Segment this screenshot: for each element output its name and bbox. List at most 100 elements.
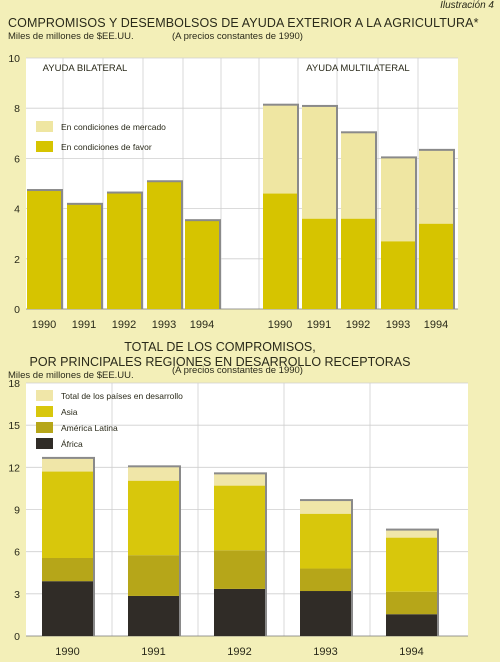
chart1-bar-favor-1-1994	[419, 223, 453, 309]
chart1-bar-shadow-side	[375, 131, 377, 309]
chart2-bar-america-latina-1992	[214, 550, 265, 589]
chart2-ytick-3: 3	[14, 589, 20, 601]
chart1-group-label-0: AYUDA BILATERAL	[43, 63, 128, 74]
chart2-bar-africa-1994	[386, 614, 437, 636]
chart1-bar-shadow	[341, 131, 375, 134]
chart1-xtick-0-1993: 1993	[152, 319, 176, 331]
chart1-bar-shadow	[419, 148, 453, 152]
chart1-bar-favor-1-1990	[263, 193, 297, 309]
chart2-bar-america-latina-1993	[300, 568, 351, 592]
chart2-bar-shadow	[386, 528, 437, 532]
chart2-bar-shadow-side	[351, 499, 353, 636]
chart2-legend-label-3: África	[61, 439, 83, 449]
chart1-ytick-4: 4	[14, 204, 20, 216]
chart2-bar-shadow	[128, 465, 179, 468]
chart2-ylabel: Miles de millones de $EE.UU.	[8, 370, 134, 381]
chart1-xtick-1-1993: 1993	[386, 319, 410, 331]
chart2-ytick-12: 12	[8, 462, 20, 474]
chart2-legend-label-1: Asia	[61, 407, 78, 417]
chart2-legend-swatch-0	[36, 390, 53, 401]
chart1-legend-label-0: En condiciones de mercado	[61, 122, 166, 132]
chart2-bar-america-latina-1991	[128, 555, 179, 596]
chart1-bar-shadow	[185, 219, 219, 222]
chart2-svg: 0 3 6 9 12 15 18 1990 1991 1992 1993 1994 Total de l…	[8, 378, 468, 658]
chart1-ytick-10: 10	[8, 53, 20, 65]
chart2-legend-swatch-1	[36, 406, 53, 417]
chart2-bar-shadow	[214, 472, 265, 475]
chart1-bar-favor-1-1993	[381, 241, 415, 309]
chart1-bar-shadow-side	[219, 219, 221, 309]
chart1-ytick-6: 6	[14, 153, 20, 165]
chart1-ylabel: Miles de millones de $EE.UU.	[8, 31, 134, 42]
chart1-legend-swatch-1	[36, 141, 53, 152]
chart1-bar-shadow	[263, 103, 297, 107]
chart1-bar-favor-0-1991	[67, 204, 101, 309]
chart1-bar-mercado-1-1993	[381, 158, 415, 242]
chart2-bar-america-latina-1994	[386, 591, 437, 615]
chart2-bar-total-1990	[42, 458, 93, 472]
chart2-bar-asia-1991	[128, 480, 179, 556]
chart1-bar-shadow-side	[141, 191, 143, 309]
chart2-ytick-6: 6	[14, 547, 20, 559]
chart2-bar-total-1991	[128, 467, 179, 481]
chart2-bar-america-latina-1990	[42, 557, 93, 582]
chart2-bar-shadow	[42, 456, 93, 460]
chart1-bar-shadow	[147, 180, 181, 183]
chart2-bar-africa-1991	[128, 595, 179, 636]
chart2-bar-africa-1992	[214, 588, 265, 636]
chart1-bar-shadow	[107, 191, 141, 195]
chart2-ytick-9: 9	[14, 505, 20, 517]
chart2-bar-shadow-side	[179, 465, 181, 636]
chart1-xtick-0-1991: 1991	[72, 319, 96, 331]
chart1-bar-mercado-1-1991	[302, 106, 336, 219]
chart1-bar-shadow	[67, 202, 101, 206]
chart1-bar-favor-1-1991	[302, 218, 336, 309]
chart1-bar-shadow-side	[415, 156, 417, 309]
chart2-bar-total-1994	[386, 530, 437, 538]
chart1-bar-shadow-side	[453, 148, 455, 309]
chart1-subtitle: (A precios constantes de 1990)	[172, 31, 303, 42]
chart1-xtick-0-1994: 1994	[190, 319, 214, 331]
chart1-bar-shadow-side	[101, 202, 103, 309]
chart1-bar-shadow-side	[297, 103, 299, 309]
chart1-bar-shadow	[27, 189, 61, 192]
chart1-bar-favor-0-1994	[185, 221, 219, 309]
chart2-bar-africa-1993	[300, 591, 351, 636]
chart2-xtick-1994: 1994	[399, 646, 423, 658]
chart1-xtick-0-1992: 1992	[112, 319, 136, 331]
chart2-bar-asia-1994	[386, 537, 437, 592]
chart2-ytick-18: 18	[8, 378, 20, 390]
chart2-bar-asia-1990	[42, 471, 93, 558]
chart1-xtick-1-1990: 1990	[268, 319, 292, 331]
chart2-subtitle: (A precios constantes de 1990)	[172, 365, 303, 376]
chart2-bar-shadow-side	[93, 456, 95, 636]
chart1-bar-shadow	[302, 104, 336, 108]
chart1-xtick-1-1992: 1992	[346, 319, 370, 331]
chart1-bar-mercado-1-1994	[419, 150, 453, 224]
chart2-legend-swatch-2	[36, 422, 53, 433]
chart1-legend-swatch-0	[36, 121, 53, 132]
chart1-bar-shadow	[381, 156, 415, 159]
chart2-bar-shadow	[300, 499, 351, 502]
chart1-bar-favor-0-1993	[147, 182, 181, 309]
chart2-title-line1: TOTAL DE LOS COMPROMISOS,	[124, 340, 316, 354]
chart2-ytick-0: 0	[14, 631, 20, 643]
chart1-legend-label-1: En condiciones de favor	[61, 142, 152, 152]
chart2-legend-label-2: América Latina	[61, 423, 118, 433]
chart2-xtick-1992: 1992	[227, 646, 251, 658]
chart2-bar-africa-1990	[42, 581, 93, 636]
chart1-bar-shadow-side	[61, 189, 63, 309]
chart2-title-line2: POR PRINCIPALES REGIONES EN DESARROLLO R…	[29, 355, 411, 369]
chart1-ytick-2: 2	[14, 254, 20, 266]
chart1-bar-favor-0-1992	[107, 193, 141, 309]
chart2-bar-asia-1993	[300, 513, 351, 569]
chart2-legend-label-0: Total de los países en desarrollo	[61, 391, 183, 401]
chart1-bar-favor-1-1992	[341, 218, 375, 309]
chart1-bar-mercado-1-1992	[341, 133, 375, 219]
chart1-ytick-8: 8	[14, 103, 20, 115]
chart2-bar-total-1993	[300, 501, 351, 514]
chart1-bar-mercado-1-1990	[263, 105, 297, 194]
chart2-xtick-1991: 1991	[141, 646, 165, 658]
chart1-ytick-0: 0	[14, 304, 20, 316]
